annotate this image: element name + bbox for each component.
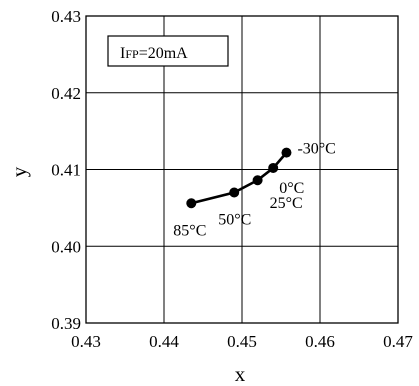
data-point: [186, 198, 197, 209]
condition-annotation: IFP=20mA: [107, 35, 229, 67]
annotation-text: IFP=20mA: [120, 45, 188, 62]
y-tick-label: 0.41: [51, 161, 81, 180]
x-tick-label: 0.43: [71, 332, 101, 351]
y-tick-label: 0.39: [51, 314, 81, 333]
y-axis-label: y: [7, 166, 31, 177]
tick-labels: 0.43 0.44 0.45 0.46 0.47 0.39 0.40 0.41 0.42 0.43: [51, 7, 413, 351]
data-point: [229, 187, 240, 198]
x-tick-label: 0.46: [305, 332, 335, 351]
x-tick-label: 0.44: [149, 332, 179, 351]
point-label: 25°C: [270, 195, 303, 212]
plot-frame: [85, 15, 399, 324]
x-axis-label: x: [235, 362, 246, 386]
data-point: [281, 147, 292, 158]
annotation-box: [107, 35, 229, 67]
data-series: 85°C 50°C 25°C0°C -30°C: [173, 141, 336, 240]
x-tick-label: 0.45: [227, 332, 257, 351]
x-tick-label: 0.47: [383, 332, 413, 351]
y-tick-label: 0.42: [51, 84, 81, 103]
point-label: 85°C: [173, 222, 206, 239]
data-point: [252, 175, 263, 186]
data-point: [268, 162, 279, 173]
grid-lines: [86, 16, 398, 323]
point-label: 0°C: [279, 180, 304, 197]
point-label: 50°C: [218, 212, 251, 229]
point-label: -30°C: [297, 141, 335, 158]
y-tick-label: 0.43: [51, 7, 81, 26]
y-tick-label: 0.40: [51, 237, 81, 256]
